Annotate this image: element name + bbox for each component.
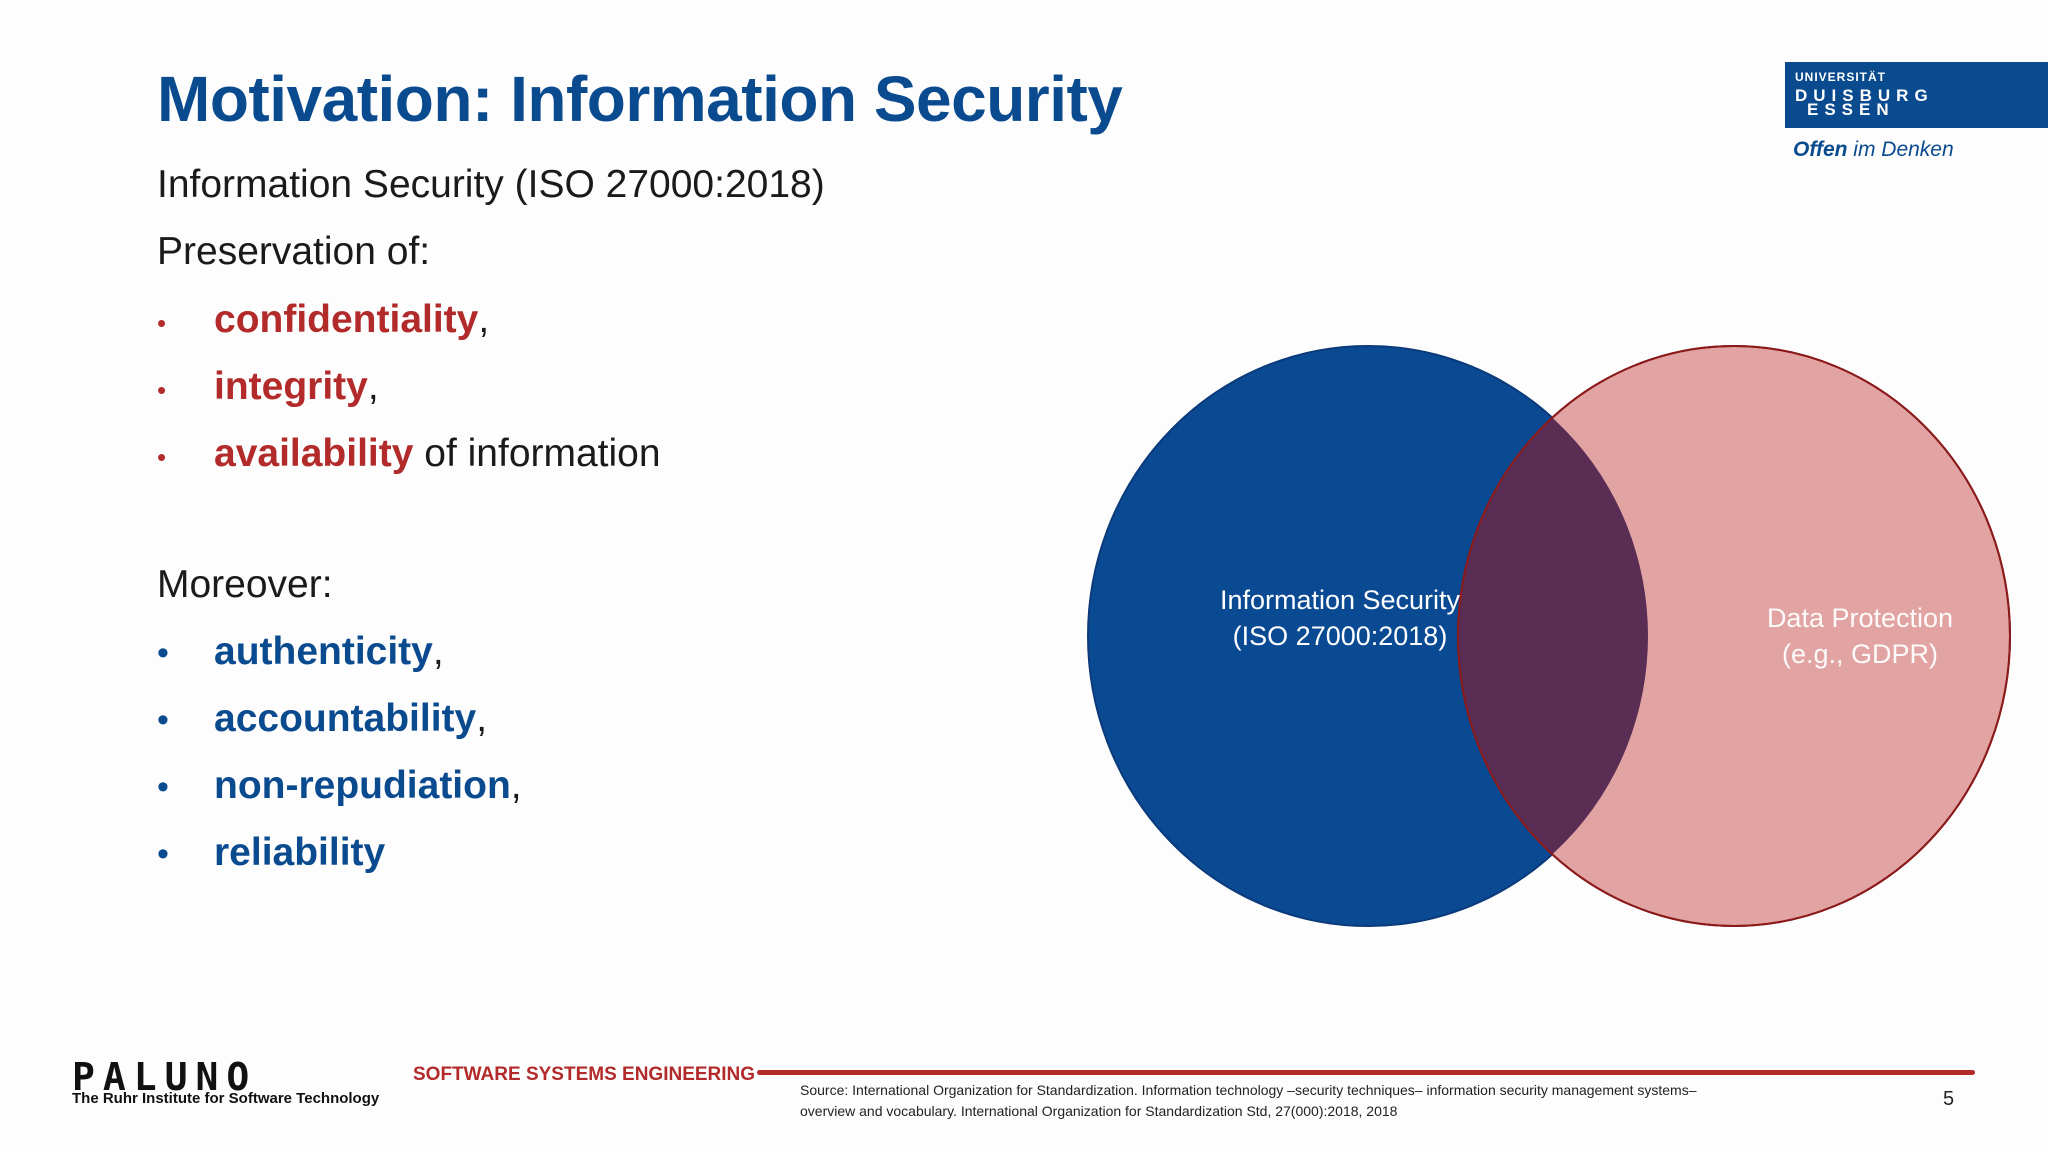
- bullet-term: integrity: [214, 365, 368, 408]
- bullet-icon: •: [157, 634, 169, 672]
- bullet-item: • accountability ,: [157, 697, 487, 741]
- bullet-suffix: ,: [510, 764, 522, 807]
- bullet-item: • integrity ,: [157, 365, 379, 409]
- bullet-suffix: ,: [367, 365, 379, 408]
- venn-diagram: Information Security (ISO 27000:2018) Da…: [1080, 336, 2020, 936]
- bullet-icon: •: [157, 768, 169, 806]
- bullet-item: • non-repudiation ,: [157, 764, 522, 808]
- venn-overlap: [1458, 346, 1648, 926]
- bullet-item: • confidentiality ,: [157, 298, 489, 342]
- venn-label-left-2: (ISO 27000:2018): [1232, 621, 1448, 651]
- slide-title: Motivation: Information Security: [157, 63, 1123, 135]
- bullet-term: accountability: [214, 697, 477, 740]
- logo-line-duisburg: DUISBURG: [1795, 86, 1934, 105]
- bullet-term: non-repudiation: [214, 764, 511, 807]
- page-number: 5: [1943, 1088, 1955, 1110]
- bullet-item: • availability of information: [157, 432, 661, 476]
- university-logo: UNIVERSITÄT DUISBURG ESSEN: [1785, 62, 2048, 128]
- source-line-2: overview and vocabulary. International O…: [800, 1103, 1398, 1119]
- logo-line-universitaet: UNIVERSITÄT: [1795, 70, 1887, 84]
- bullet-term: confidentiality: [214, 298, 479, 341]
- bullet-icon: •: [157, 375, 167, 405]
- bullet-icon: •: [157, 835, 169, 873]
- source-line-1: Source: International Organization for S…: [800, 1082, 1697, 1098]
- logo-slogan: Offen im Denken: [1793, 138, 1954, 162]
- preservation-label: Preservation of:: [157, 230, 431, 273]
- venn-label-left: Information Security (ISO 27000:2018): [1170, 582, 1510, 654]
- venn-circle-data-protection-outline: [1457, 345, 2011, 927]
- venn-label-right: Data Protection (e.g., GDPR): [1680, 600, 2040, 672]
- bullet-suffix: ,: [476, 697, 488, 740]
- bullet-item: • reliability: [157, 831, 385, 875]
- venn-label-right-1: Data Protection: [1766, 603, 1954, 633]
- bullet-suffix: ,: [478, 298, 490, 341]
- moreover-label: Moreover:: [157, 563, 333, 606]
- bullet-suffix: ,: [432, 630, 444, 673]
- venn-label-right-2: (e.g., GDPR): [1781, 639, 1939, 669]
- iso-heading: Information Security (ISO 27000:2018): [157, 163, 825, 206]
- venn-label-left-1: Information Security: [1219, 585, 1461, 615]
- bullet-term: authenticity: [214, 630, 433, 673]
- bullet-suffix: of information: [413, 432, 661, 475]
- slogan-bold: Offen: [1793, 138, 1848, 161]
- bullet-item: • authenticity ,: [157, 630, 444, 674]
- paluno-logo: PALUNO: [72, 1055, 258, 1099]
- bullet-term: reliability: [214, 831, 386, 874]
- bullet-icon: •: [157, 308, 167, 338]
- department-label: SOFTWARE SYSTEMS ENGINEERING: [413, 1064, 756, 1085]
- footer-divider: [757, 1070, 1975, 1075]
- bullet-icon: •: [157, 442, 167, 472]
- bullet-term: availability: [214, 432, 414, 475]
- paluno-subtitle: The Ruhr Institute for Software Technolo…: [72, 1090, 380, 1107]
- venn-svg: [1087, 345, 2011, 927]
- bullet-icon: •: [157, 701, 169, 739]
- source-citation: Source: International Organization for S…: [800, 1080, 1840, 1122]
- slogan-rest: im Denken: [1847, 138, 1954, 161]
- logo-line-essen: ESSEN: [1807, 100, 1895, 119]
